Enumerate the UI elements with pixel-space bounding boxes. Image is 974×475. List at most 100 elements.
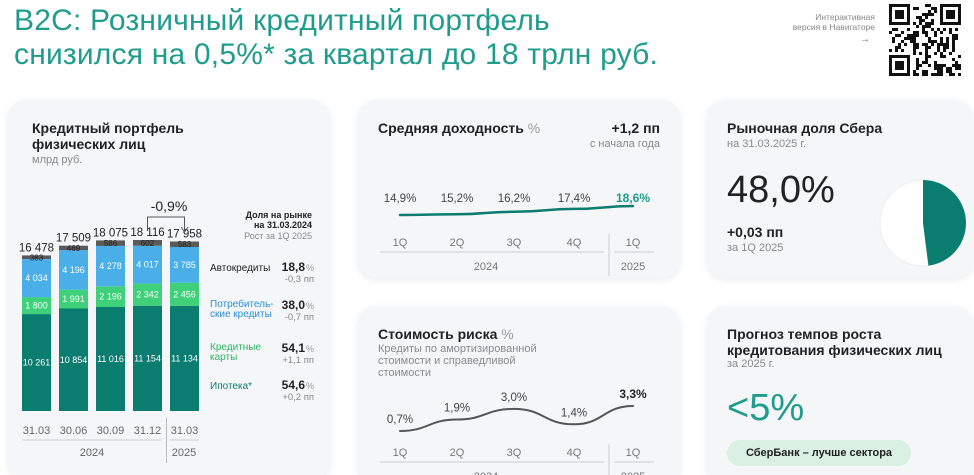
qr-module [901,40,904,43]
risk-unit: % [501,326,514,342]
qr-code-icon[interactable] [889,4,961,76]
legend-label: Автокредиты [210,263,270,274]
bar-total-label: 18 075 [93,227,128,239]
qr-module [943,28,946,31]
qr-module [955,34,958,37]
qr-module [949,28,952,31]
market-share-delta: +0,03 пп [727,224,784,240]
qr-module [934,73,937,76]
bar-value-label: 3 785 [173,260,196,270]
qr-module [940,55,943,58]
bar-segment [170,282,199,306]
qr-module [925,4,928,7]
qr-module [958,67,961,70]
qr-module [943,46,946,49]
qr-module [952,43,955,46]
pie-slice-sber [923,180,966,266]
bar-segment [170,305,199,411]
arrow-right-icon[interactable]: → [860,34,870,45]
series-line [398,204,635,217]
navigator-link[interactable]: Интерактивная версия в Навигаторе [745,12,875,32]
qr-module [931,22,934,25]
forecast-card: Прогноз темпов роста кредитования физиче… [707,306,973,475]
qr-module [937,70,940,73]
qr-module [922,28,925,31]
qr-module [913,40,916,43]
qr-finder-core [946,10,955,19]
legend-label: карты [210,352,237,363]
market-share-pie [879,179,967,267]
qr-module [898,46,901,49]
qr-module [946,40,949,43]
bar-segment [59,245,88,251]
qr-module [946,67,949,70]
year-label-2025: 2025 [621,471,645,475]
bar-value-label: 11 134 [171,353,198,363]
bar-segment [170,241,199,247]
qr-module [901,31,904,34]
page-title-line2: снизился на 0,5%* за квартал до 18 трлн … [14,38,659,71]
legend-label: Ипотека* [210,381,252,392]
bar-segment [96,286,125,307]
qr-module [925,61,928,64]
qr-module [928,13,931,16]
x-tick-label: 30.09 [97,425,125,437]
forecast-title-line1: Прогноз темпов роста [727,326,882,342]
qr-module [925,58,928,61]
portfolio-unit: млрд руб. [32,154,83,166]
legend-share-value: 38,0 [282,298,306,312]
qr-module [937,28,940,31]
bar-value-label: 583 [178,240,192,249]
bar-value-label: 383 [30,253,44,262]
legend-percent-sign: % [306,263,314,273]
qr-module [928,40,931,43]
bar-segment [133,305,162,411]
qr-module [922,25,925,28]
risk-desc-line1: Кредиты по амортизированной [378,343,537,355]
qr-module [949,52,952,55]
data-label: 15,2% [441,193,474,205]
bar-segment [22,259,51,298]
qr-module [937,46,940,49]
qr-module [931,7,934,10]
yield-title-text: Средняя доходность [378,120,524,136]
qr-module [949,70,952,73]
qr-module [910,40,913,43]
qr-module [916,31,919,34]
qr-module [928,46,931,49]
qr-module [916,67,919,70]
qr-module [922,61,925,64]
risk-title: Стоимость риска % [378,326,514,342]
qr-module [925,16,928,19]
market-share-title: Рыночная доля Сбера [727,120,883,136]
change-bracket [147,216,185,231]
qr-module [907,37,910,40]
qr-module [946,43,949,46]
year-label-2025: 2025 [172,447,196,459]
market-share-delta-sub: за 1Q 2025 [727,242,784,254]
qr-module [916,25,919,28]
qr-module [934,64,937,67]
bar-segment [96,240,125,246]
qr-module [925,31,928,34]
qr-module [913,73,916,76]
qr-module [934,40,937,43]
forecast-sub: за 2025 г. [727,358,775,370]
x-tick-label: 2Q [450,237,465,249]
qr-module [940,73,943,76]
qr-module [907,34,910,37]
qr-module [925,46,928,49]
qr-module [889,49,892,52]
qr-module [931,13,934,16]
year-label-2025: 2025 [621,261,645,273]
qr-module [916,43,919,46]
navigator-link-line2: версия в Навигаторе [792,22,875,32]
page-title-line1: B2C: Розничный кредитный портфель [14,4,550,37]
qr-module [901,49,904,52]
bar-value-label: 4 017 [136,260,159,270]
qr-module [895,28,898,31]
qr-module [913,70,916,73]
bar-value-label: 469 [67,244,81,253]
bar-value-label: 2 196 [99,292,122,302]
